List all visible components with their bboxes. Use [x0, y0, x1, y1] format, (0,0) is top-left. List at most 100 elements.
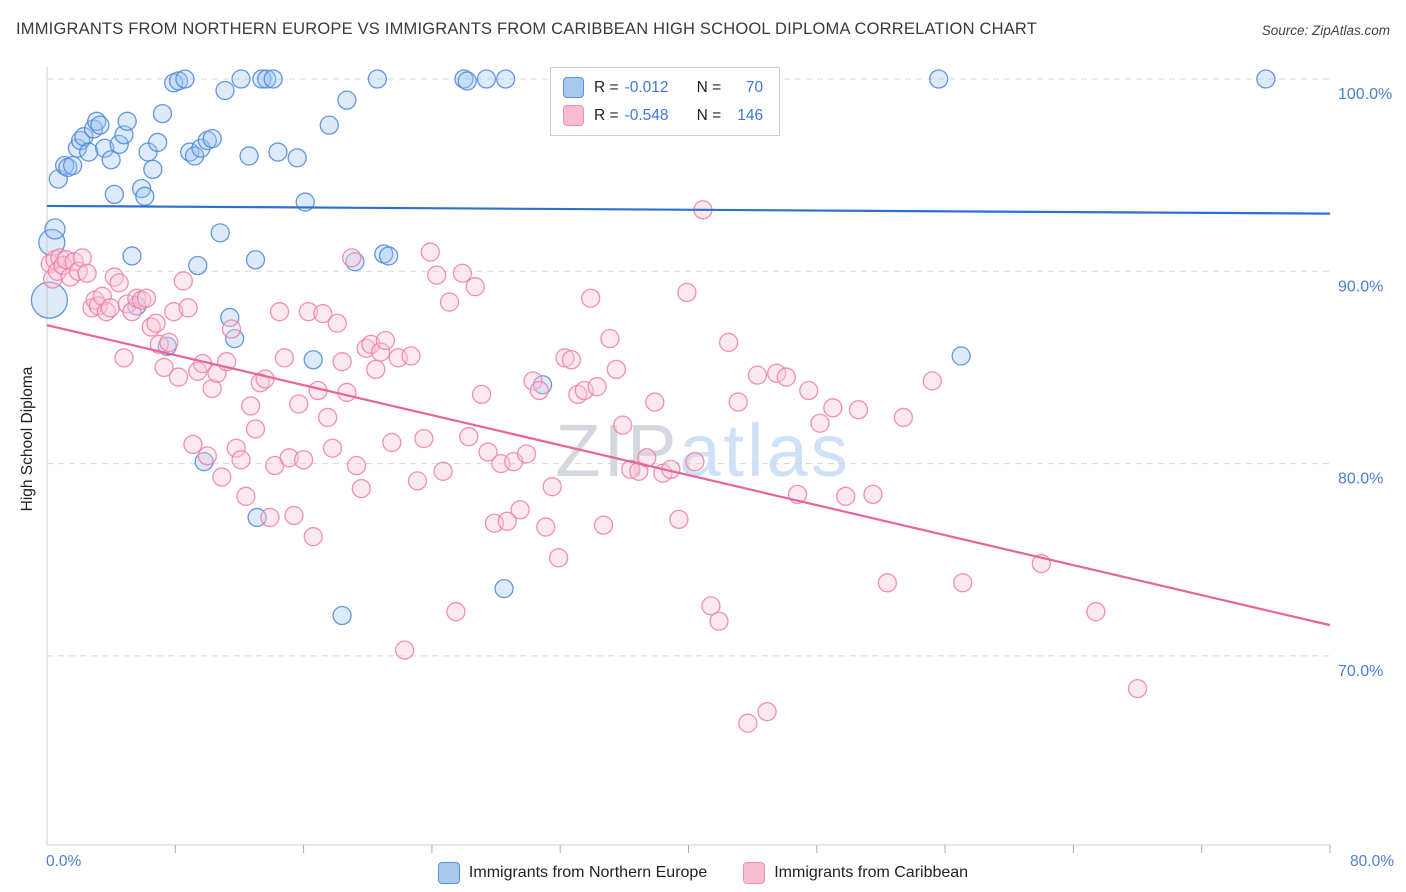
data-point-caribbean[interactable] — [289, 394, 309, 414]
data-point-caribbean[interactable] — [621, 459, 641, 480]
data-point-caribbean[interactable] — [593, 515, 614, 535]
data-point-northern-europe[interactable] — [337, 90, 357, 110]
data-point-caribbean[interactable] — [718, 332, 739, 353]
data-point-caribbean[interactable] — [375, 330, 396, 351]
data-point-caribbean[interactable] — [351, 478, 371, 499]
data-point-caribbean[interactable] — [433, 461, 453, 481]
data-point-northern-europe[interactable] — [929, 69, 949, 89]
data-point-caribbean[interactable] — [212, 467, 232, 487]
data-point-northern-europe[interactable] — [532, 375, 553, 395]
data-point-caribbean[interactable] — [159, 332, 179, 353]
data-point-caribbean[interactable] — [284, 505, 304, 526]
data-point-northern-europe[interactable] — [319, 115, 339, 135]
data-point-caribbean[interactable] — [439, 292, 460, 312]
data-point-caribbean[interactable] — [226, 438, 246, 458]
data-point-northern-europe[interactable] — [454, 69, 474, 89]
data-point-northern-europe[interactable] — [109, 134, 129, 155]
data-point-northern-europe[interactable] — [175, 69, 195, 89]
data-point-caribbean[interactable] — [452, 263, 473, 283]
data-point-caribbean[interactable] — [799, 380, 819, 401]
data-point-northern-europe[interactable] — [494, 578, 514, 599]
data-point-caribbean[interactable] — [465, 277, 485, 297]
data-point-northern-europe[interactable] — [63, 155, 83, 176]
data-point-caribbean[interactable] — [1086, 602, 1106, 622]
data-point-caribbean[interactable] — [523, 371, 543, 391]
data-point-northern-europe[interactable] — [268, 142, 288, 162]
data-point-caribbean[interactable] — [407, 471, 428, 491]
data-point-caribbean[interactable] — [427, 265, 447, 285]
data-point-caribbean[interactable] — [366, 359, 386, 380]
data-point-caribbean[interactable] — [100, 298, 120, 318]
data-point-northern-europe[interactable] — [287, 148, 307, 168]
data-point-caribbean[interactable] — [747, 365, 768, 385]
data-point-northern-europe[interactable] — [188, 255, 208, 276]
data-point-caribbean[interactable] — [394, 640, 415, 660]
data-point-northern-europe[interactable] — [496, 69, 516, 89]
data-point-caribbean[interactable] — [529, 380, 550, 401]
data-point-northern-europe[interactable] — [245, 250, 266, 270]
data-point-caribbean[interactable] — [823, 398, 843, 418]
data-point-caribbean[interactable] — [510, 500, 530, 520]
data-point-caribbean[interactable] — [848, 400, 869, 420]
data-point-caribbean[interactable] — [420, 242, 440, 262]
data-point-northern-europe[interactable] — [79, 142, 99, 162]
data-point-northern-europe[interactable] — [257, 69, 277, 89]
data-point-caribbean[interactable] — [173, 271, 193, 291]
data-point-caribbean[interactable] — [401, 346, 421, 366]
data-point-northern-europe[interactable] — [194, 452, 214, 472]
data-point-northern-europe[interactable] — [30, 281, 69, 319]
data-point-caribbean[interactable] — [863, 484, 883, 505]
data-point-caribbean[interactable] — [221, 319, 242, 339]
data-point-northern-europe[interactable] — [135, 186, 155, 206]
data-point-caribbean[interactable] — [260, 507, 280, 528]
data-point-caribbean[interactable] — [677, 282, 697, 303]
data-point-caribbean[interactable] — [893, 407, 914, 428]
data-point-northern-europe[interactable] — [231, 69, 251, 89]
data-point-caribbean[interactable] — [178, 298, 198, 318]
data-point-caribbean[interactable] — [548, 548, 569, 568]
data-point-northern-europe[interactable] — [210, 223, 230, 243]
data-point-caribbean[interactable] — [313, 303, 333, 324]
data-point-northern-europe[interactable] — [1256, 69, 1276, 89]
data-point-caribbean[interactable] — [114, 348, 134, 368]
data-point-caribbean[interactable] — [303, 527, 323, 547]
data-point-caribbean[interactable] — [327, 313, 347, 333]
data-point-caribbean[interactable] — [197, 446, 218, 466]
data-point-caribbean[interactable] — [342, 248, 362, 268]
data-point-caribbean[interactable] — [606, 359, 626, 380]
data-point-caribbean[interactable] — [346, 455, 367, 476]
data-point-caribbean[interactable] — [767, 363, 787, 383]
data-point-caribbean[interactable] — [231, 450, 251, 470]
data-point-caribbean[interactable] — [168, 367, 189, 387]
data-point-caribbean[interactable] — [738, 713, 758, 733]
data-point-caribbean[interactable] — [236, 486, 256, 506]
data-point-northern-europe[interactable] — [148, 132, 168, 153]
data-point-caribbean[interactable] — [109, 273, 129, 293]
data-point-caribbean[interactable] — [459, 427, 479, 447]
data-point-northern-europe[interactable] — [239, 146, 259, 166]
data-point-caribbean[interactable] — [701, 596, 721, 616]
data-point-caribbean[interactable] — [877, 573, 898, 593]
data-point-caribbean[interactable] — [293, 450, 314, 470]
data-point-caribbean[interactable] — [77, 263, 97, 283]
data-point-northern-europe[interactable] — [303, 350, 323, 370]
data-point-northern-europe[interactable] — [54, 155, 75, 176]
data-point-caribbean[interactable] — [382, 432, 402, 453]
data-point-caribbean[interactable] — [361, 334, 381, 355]
data-point-northern-europe[interactable] — [476, 69, 497, 89]
data-point-caribbean[interactable] — [471, 384, 492, 405]
data-point-caribbean[interactable] — [414, 428, 434, 449]
data-point-caribbean[interactable] — [245, 419, 266, 439]
data-point-caribbean[interactable] — [587, 377, 607, 397]
data-point-caribbean[interactable] — [255, 369, 275, 389]
data-point-caribbean[interactable] — [536, 517, 556, 537]
data-point-caribbean[interactable] — [953, 573, 973, 593]
data-point-caribbean[interactable] — [637, 448, 657, 468]
data-point-caribbean[interactable] — [72, 248, 92, 268]
data-point-caribbean[interactable] — [728, 392, 748, 412]
data-point-caribbean[interactable] — [542, 477, 562, 497]
data-point-northern-europe[interactable] — [74, 127, 94, 147]
data-point-caribbean[interactable] — [776, 367, 796, 387]
data-point-northern-europe[interactable] — [117, 111, 137, 131]
data-point-caribbean[interactable] — [810, 413, 830, 433]
